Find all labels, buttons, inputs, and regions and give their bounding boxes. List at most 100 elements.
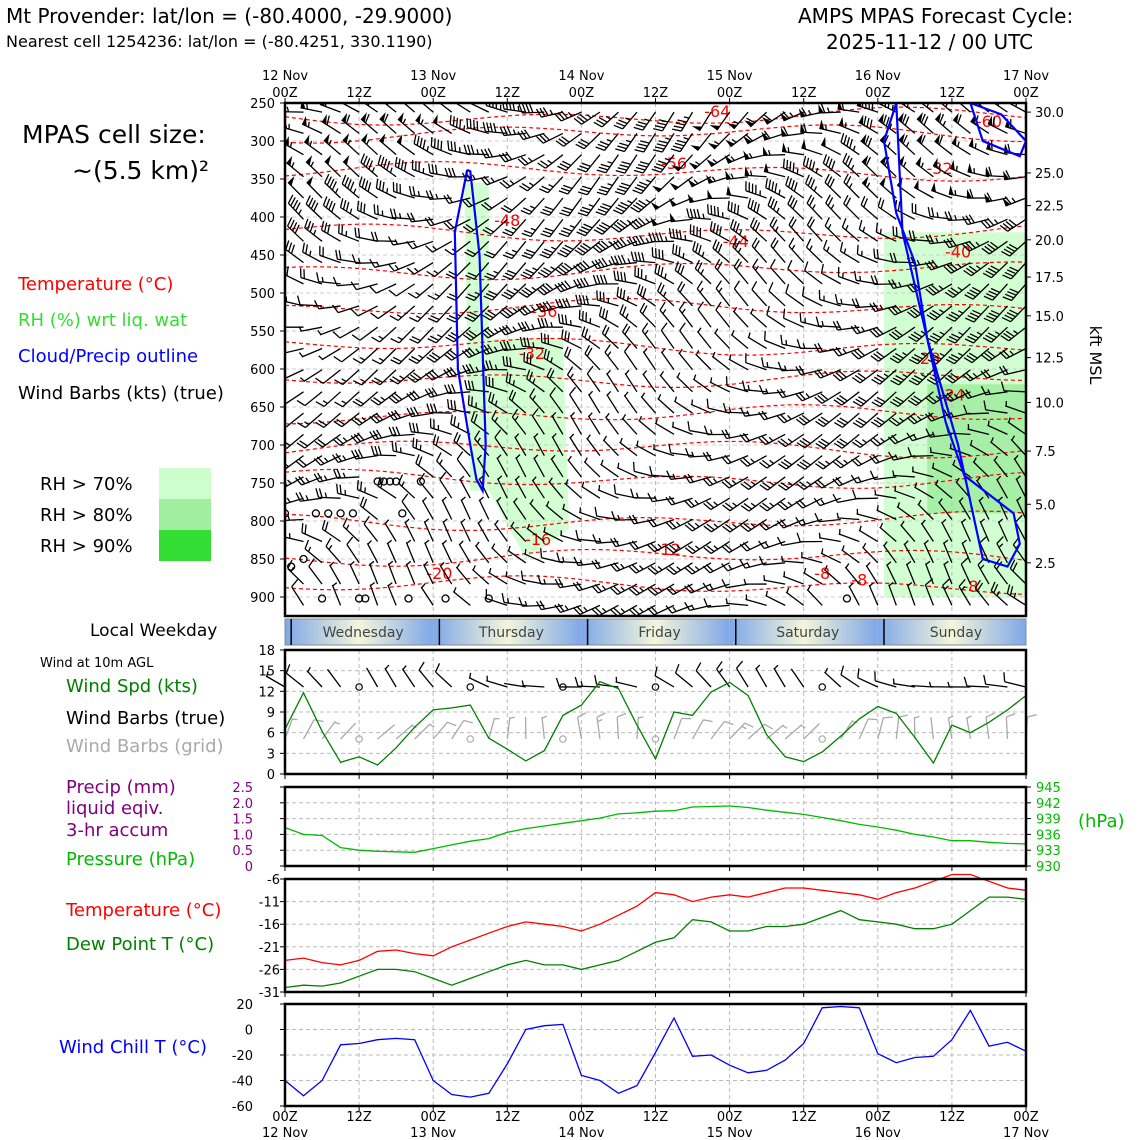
- barb-staff: [770, 267, 786, 285]
- barb-staff: [450, 218, 471, 230]
- barb-half: [597, 718, 603, 723]
- barb-flag: [876, 249, 879, 259]
- barb-staff: [911, 238, 934, 242]
- barb-staff: [582, 240, 601, 256]
- barb-flag: [561, 329, 564, 339]
- wind-barb: [764, 330, 786, 350]
- barb-flag: [780, 482, 790, 489]
- barb-flag: [969, 188, 974, 199]
- wind-barb: [615, 133, 638, 153]
- barb-flag: [697, 244, 702, 255]
- barb-flag: [517, 322, 524, 332]
- barb-flag: [742, 432, 750, 442]
- legend-wind-barbs: Wind Barbs (kts) (true): [18, 383, 224, 404]
- wind-barb: [598, 306, 619, 328]
- barb-half: [605, 115, 612, 120]
- wind-barb: [659, 370, 675, 393]
- barb-flag: [308, 558, 315, 567]
- barb-half: [887, 141, 891, 148]
- barb-flag: [702, 582, 710, 592]
- barb-flag: [613, 270, 616, 281]
- wind-chill-line: [284, 1005, 1027, 1098]
- barb-flag: [446, 368, 454, 377]
- barb-flag: [1002, 365, 1009, 375]
- wind-barb: [858, 525, 879, 543]
- barb-flag: [742, 542, 751, 550]
- barb-pennant: [300, 103, 306, 109]
- barb-half: [423, 561, 429, 566]
- barb-flag: [493, 122, 497, 133]
- wind-barb-10m-true: [773, 664, 786, 688]
- barb-half: [586, 114, 592, 119]
- wind-barb: [387, 560, 397, 585]
- wind-barb: [843, 173, 860, 199]
- barb-half: [826, 107, 830, 113]
- isotherm-line: [285, 440, 1026, 459]
- wind-barb: [474, 430, 490, 457]
- barb-flag: [950, 237, 957, 246]
- barb-flag: [815, 442, 825, 449]
- barb-flag: [983, 295, 993, 301]
- barb-staff: [707, 604, 730, 608]
- barb-flag: [981, 247, 990, 255]
- barb-staff: [416, 283, 434, 299]
- wind-barb: [678, 301, 694, 328]
- barb-flag: [483, 253, 494, 259]
- barb-flag: [597, 208, 608, 214]
- barb-flag: [486, 327, 495, 335]
- barb-staff: [673, 400, 693, 414]
- barb-flag: [727, 200, 730, 211]
- barb-flag: [409, 338, 419, 344]
- barb-half: [731, 330, 735, 336]
- barb-staff: [430, 427, 452, 435]
- barb-flag: [795, 500, 804, 509]
- barb-half: [746, 410, 750, 416]
- barb-flag: [927, 337, 937, 344]
- barb-flag: [624, 325, 631, 335]
- barb-staff: [781, 540, 804, 547]
- barb-staff: [804, 433, 823, 449]
- barb-half: [662, 308, 667, 315]
- wind-barb: [308, 558, 323, 585]
- barb-flag: [446, 351, 456, 359]
- barb-staff: [678, 309, 694, 328]
- barb-flag: [782, 308, 786, 319]
- barb-flag: [579, 261, 587, 270]
- wind-barb: [776, 518, 804, 529]
- barb-staff: [690, 403, 712, 414]
- barb-pennant: [743, 150, 751, 160]
- barb-flag: [984, 245, 993, 253]
- barb-flag: [351, 254, 357, 264]
- barb-flag: [332, 304, 339, 314]
- wind-barb: [505, 571, 527, 585]
- barb-flag: [892, 398, 902, 405]
- wind-barb: [741, 380, 767, 393]
- wind-barb: [464, 380, 489, 393]
- barb-flag: [503, 204, 513, 211]
- barb-half: [862, 542, 867, 549]
- barb-flag: [777, 361, 783, 371]
- barb-staff: [467, 127, 489, 135]
- barb-flag: [799, 461, 809, 468]
- barb-staff: [676, 376, 693, 393]
- wind-barb-10m-grid: [488, 717, 500, 740]
- barb-half: [948, 715, 954, 719]
- barb-flag: [986, 293, 996, 299]
- barb-staff: [301, 347, 323, 358]
- barb-flag: [706, 451, 713, 461]
- barb-flag: [522, 207, 533, 213]
- wind-barb: [851, 433, 879, 449]
- isotherm-line: [285, 575, 1026, 595]
- wind-barb: [870, 275, 897, 286]
- wind-barb: [567, 455, 582, 478]
- wind-barb-10m-grid: [691, 719, 713, 740]
- top-hour-tick-label: 12Z: [939, 86, 965, 101]
- barb-flag: [990, 241, 999, 249]
- pressure-tick-label: 650: [250, 401, 275, 416]
- wind-barb: [806, 585, 823, 606]
- barb-staff: [783, 167, 804, 178]
- wind-barb: [869, 302, 897, 313]
- wind-barb: [945, 305, 971, 322]
- wind-barb: [796, 476, 823, 491]
- barb-flag: [717, 243, 723, 254]
